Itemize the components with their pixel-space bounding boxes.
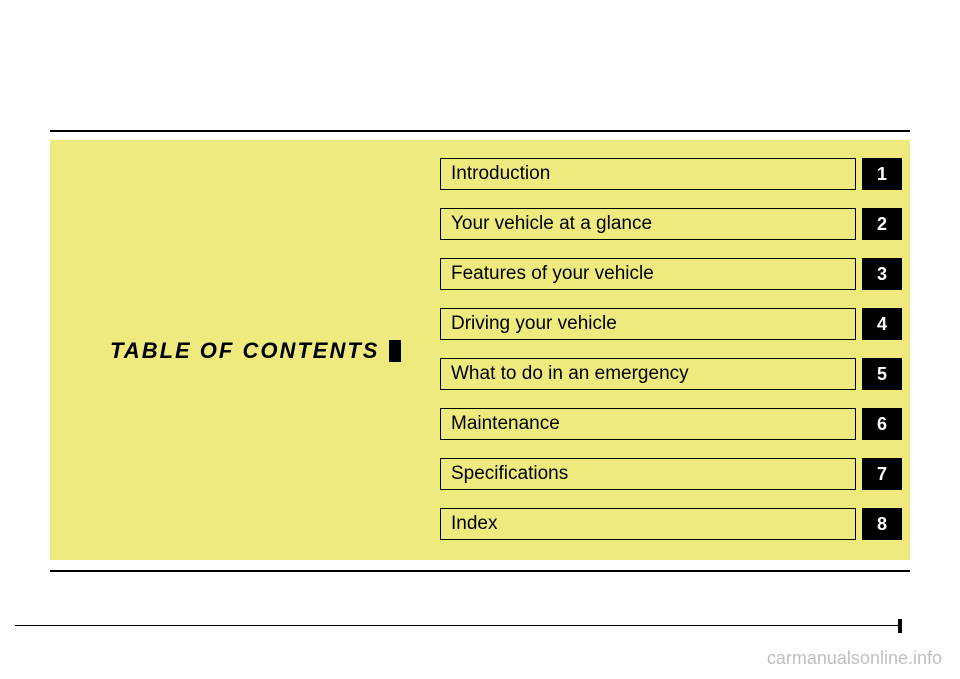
toc-row: Specifications 7	[440, 458, 902, 490]
toc-num: 7	[862, 458, 902, 490]
toc-row: Your vehicle at a glance 2	[440, 208, 902, 240]
toc-num: 2	[862, 208, 902, 240]
right-column: Introduction 1 Your vehicle at a glance …	[440, 140, 910, 560]
toc-row: Index 8	[440, 508, 902, 540]
toc-item-introduction[interactable]: Introduction	[440, 158, 856, 190]
toc-item-specifications[interactable]: Specifications	[440, 458, 856, 490]
toc-item-glance[interactable]: Your vehicle at a glance	[440, 208, 856, 240]
toc-num: 1	[862, 158, 902, 190]
main-panel: TABLE OF CONTENTS Introduction 1 Your ve…	[50, 140, 910, 560]
toc-item-emergency[interactable]: What to do in an emergency	[440, 358, 856, 390]
toc-row: Maintenance 6	[440, 408, 902, 440]
toc-item-maintenance[interactable]: Maintenance	[440, 408, 856, 440]
toc-num: 4	[862, 308, 902, 340]
toc-num: 6	[862, 408, 902, 440]
watermark-text: carmanualsonline.info	[767, 648, 942, 669]
toc-row: Introduction 1	[440, 158, 902, 190]
toc-title: TABLE OF CONTENTS	[110, 338, 401, 364]
toc-row: What to do in an emergency 5	[440, 358, 902, 390]
title-marker-icon	[389, 340, 401, 362]
toc-row: Features of your vehicle 3	[440, 258, 902, 290]
footer-mark-icon	[898, 619, 902, 633]
toc-item-features[interactable]: Features of your vehicle	[440, 258, 856, 290]
toc-num: 5	[862, 358, 902, 390]
toc-num: 8	[862, 508, 902, 540]
toc-num: 3	[862, 258, 902, 290]
toc-item-driving[interactable]: Driving your vehicle	[440, 308, 856, 340]
toc-item-index[interactable]: Index	[440, 508, 856, 540]
footer-rule	[15, 625, 900, 626]
bottom-rule	[50, 570, 910, 572]
left-column: TABLE OF CONTENTS	[50, 140, 440, 560]
toc-title-text: TABLE OF CONTENTS	[110, 338, 379, 364]
toc-row: Driving your vehicle 4	[440, 308, 902, 340]
top-rule	[50, 130, 910, 132]
